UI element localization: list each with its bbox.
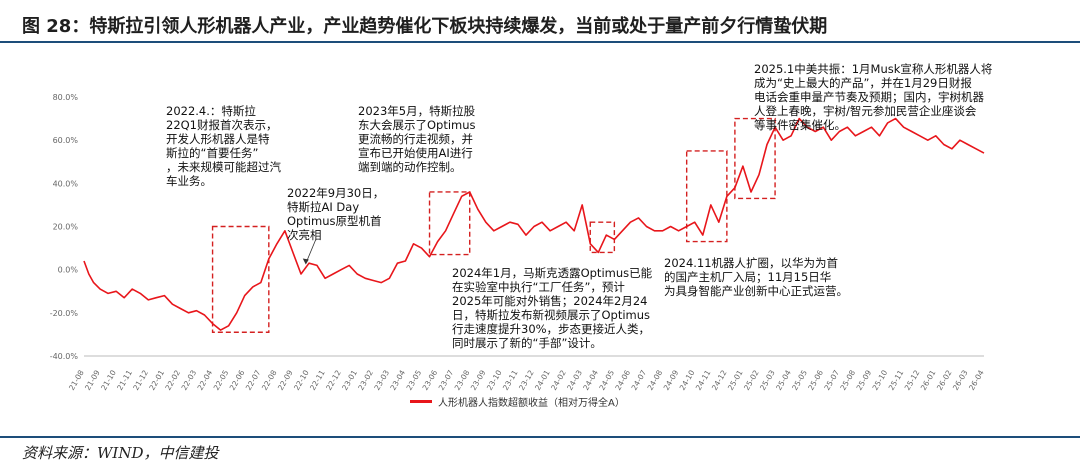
page-title: 图 28：特斯拉引领人形机器人产业，产业趋势催化下板块持续爆发，当前或处于量产前… xyxy=(22,16,828,37)
y-tick-label: 0.0% xyxy=(58,266,79,275)
highlight-box xyxy=(428,191,471,256)
annotation-arrowhead xyxy=(302,258,309,265)
y-tick-label: -20.0% xyxy=(50,309,79,318)
title-rule xyxy=(0,41,1080,43)
y-tick-label: 60.0% xyxy=(53,136,79,145)
x-tick-label: 26-04 xyxy=(967,368,986,392)
chart: 80.0%60.0%40.0%20.0%0.0%-20.0%-40.0%21-0… xyxy=(50,93,986,392)
y-tick-label: 20.0% xyxy=(53,223,79,232)
y-tick-label: 40.0% xyxy=(53,179,79,188)
legend: 人形机器人指数超额收益（相对万得全A） xyxy=(410,394,625,409)
source-rule xyxy=(0,436,1080,438)
annotation-2025-01: 2025.1中美共振：1月Musk宣称人形机器人将 成为“史上最大的产品”，并在… xyxy=(754,62,993,132)
source-note: 资料来源：WIND，中信建投 xyxy=(22,444,219,462)
y-tick-label: -40.0% xyxy=(50,352,79,361)
annotation-2024-11: 2024.11机器人扩圈，以华为为首 的国产主机厂入局；11月15日华 为具身智… xyxy=(664,256,848,298)
series-line-0 xyxy=(83,117,985,331)
legend-swatch xyxy=(410,400,432,403)
highlight-box xyxy=(211,225,270,333)
annotation-2022-09: 2022年9月30日， 特斯拉AI Day Optimus原型机首 次亮相 xyxy=(287,186,385,242)
highlight-box xyxy=(685,150,728,243)
highlight-box xyxy=(589,221,616,254)
y-tick-label: 80.0% xyxy=(53,93,79,102)
annotation-2023-05: 2023年5月，特斯拉股 东大会展示了Optimus 更流畅的行走视频，并 宣布… xyxy=(358,104,476,174)
annotation-2022-04: 2022.4.：特斯拉 22Q1财报首次表示， 开发人形机器人是特 斯拉的“首要… xyxy=(166,104,281,188)
annotation-2024-01: 2024年1月，马斯克透露Optimus已能 在实验室中执行“工厂任务”，预计 … xyxy=(452,266,653,350)
legend-label: 人形机器人指数超额收益（相对万得全A） xyxy=(438,398,625,409)
highlight-box xyxy=(734,117,776,200)
